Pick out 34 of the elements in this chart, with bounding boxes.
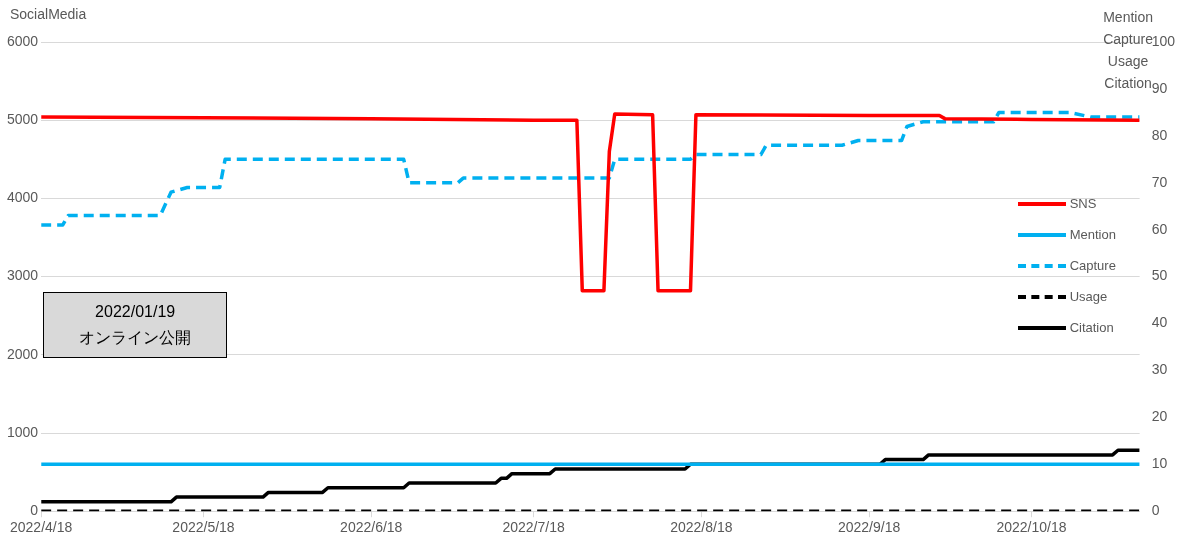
line-series <box>41 110 1140 227</box>
y-tick-label: 0 <box>30 502 39 519</box>
legend-label: Capture <box>1069 258 1116 273</box>
y2-tick-label: 50 <box>1151 267 1168 284</box>
y2-axis-title: Mention Capture Usage Citation <box>1103 8 1153 91</box>
y-tick-label: 6000 <box>6 32 39 49</box>
y2-tick-label: 80 <box>1151 126 1168 143</box>
y2-tick-label: 20 <box>1151 408 1168 425</box>
y2-tick-label: 60 <box>1151 220 1168 237</box>
y-axis-title: SocialMedia <box>10 6 87 22</box>
x-tick-label: 2022/4/18 <box>10 519 73 536</box>
y2-tick-label: 0 <box>1151 502 1160 519</box>
y2-tick-label: 100 <box>1151 32 1176 49</box>
y2-tick-label: 90 <box>1151 79 1168 96</box>
y2-tick-label: 30 <box>1151 361 1168 378</box>
x-tick-label: 2022/8/18 <box>670 519 733 536</box>
y-tick-label: 2000 <box>6 345 39 362</box>
legend-label: SNS <box>1069 196 1097 211</box>
y-tick-label: 4000 <box>6 189 39 206</box>
x-tick-label: 2022/10/18 <box>996 519 1067 536</box>
x-tick-label: 2022/5/18 <box>172 519 235 536</box>
x-tick-label: 2022/9/18 <box>837 519 901 536</box>
y2-tick-label: 70 <box>1151 173 1168 190</box>
y2-tick-label: 10 <box>1151 455 1168 472</box>
legend-label: Citation <box>1069 320 1114 335</box>
y-tick-label: 5000 <box>6 111 39 128</box>
callout-box: 2022/01/19 オンライン公開 <box>43 292 228 358</box>
legend-label: Usage <box>1069 289 1108 304</box>
y-tick-label: 1000 <box>6 423 39 440</box>
x-tick-label: 2022/7/18 <box>502 519 565 536</box>
x-tick-label: 2022/6/18 <box>340 519 403 536</box>
legend-label: Mention <box>1069 227 1116 242</box>
y-tick-label: 3000 <box>6 267 39 284</box>
y2-tick-label: 40 <box>1151 314 1168 331</box>
